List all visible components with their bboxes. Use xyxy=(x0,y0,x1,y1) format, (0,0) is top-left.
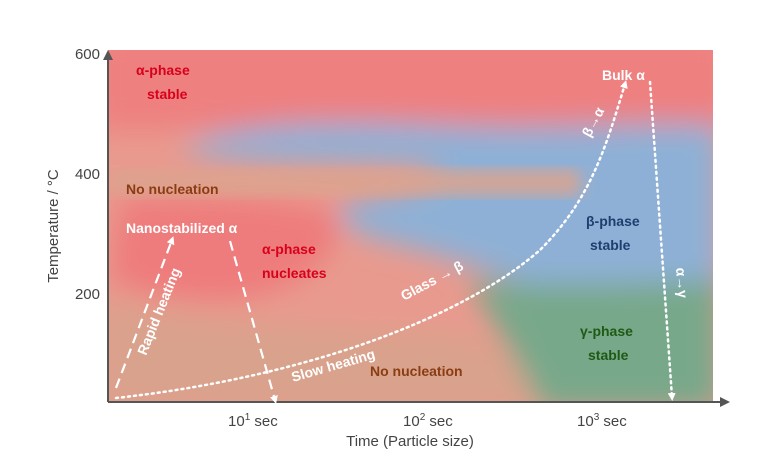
alpha-nucleates-label-line2: nucleates xyxy=(262,265,327,281)
y-axis-label: Temperature / °C xyxy=(45,169,62,283)
alpha-nucleates-region xyxy=(110,198,340,300)
x-tick-10-2: 102 sec xyxy=(403,412,453,430)
nanostabilized-label: Nanostabilized α xyxy=(126,220,238,236)
slow-heating-curve xyxy=(114,80,628,400)
x-tick-10-3: 103 sec xyxy=(577,412,627,430)
y-tick-400: 400 xyxy=(75,166,100,183)
alpha-stable-label-line1: α-phase xyxy=(136,62,190,78)
x-axis-label: Time (Particle size) xyxy=(346,433,474,450)
y-tick-600: 600 xyxy=(75,46,100,63)
no-nucleation-top-label: No nucleation xyxy=(126,181,219,197)
process-arrows xyxy=(114,80,676,404)
beta-stable-label-line2: stable xyxy=(590,237,631,253)
alpha-nucleates-label-line1: α-phase xyxy=(262,241,316,257)
bulk-alpha-label: Bulk α xyxy=(602,67,645,83)
rapid-heating-arrow xyxy=(114,236,175,389)
cooling-arrow xyxy=(228,240,278,404)
gamma-stable-label-line1: γ-phase xyxy=(580,323,633,339)
alpha-gamma-arrow xyxy=(648,80,676,401)
gamma-stable-region xyxy=(470,280,713,402)
alpha-gamma-label: α→γ xyxy=(673,267,691,299)
beta-stable-region xyxy=(180,122,713,300)
phase-regions xyxy=(108,50,713,402)
no-nucleation-bottom-label: No nucleation xyxy=(370,363,463,379)
no-nucleation-bottom-region xyxy=(108,301,537,402)
beta-stable-label-line1: β-phase xyxy=(586,213,640,229)
gamma-stable-label-line2: stable xyxy=(588,347,629,363)
no-nucleation-band xyxy=(110,170,580,195)
alpha-stable-region xyxy=(108,50,713,130)
y-tick-200: 200 xyxy=(75,286,100,303)
x-tick-10-1: 101 sec xyxy=(228,412,278,430)
alpha-stable-label-line2: stable xyxy=(147,86,188,102)
